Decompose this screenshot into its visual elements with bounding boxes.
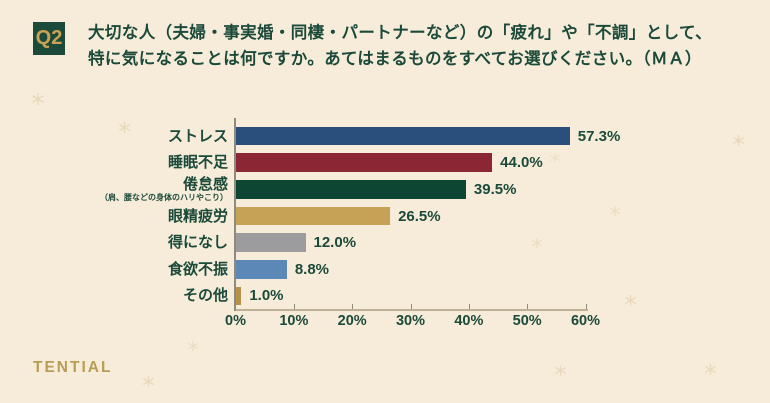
x-axis-tick <box>410 304 412 309</box>
value-label: 26.5% <box>398 207 441 225</box>
question-title: 大切な人（夫婦・事実婚・同棲・パートナーなど）の「疲れ」や「不調」として、 特に… <box>88 20 712 72</box>
x-axis-tick <box>293 304 296 309</box>
value-label: 39.5% <box>473 180 517 198</box>
category-label-text: ストレス <box>167 127 228 145</box>
y-axis-line <box>234 118 236 311</box>
category-label: ストレス <box>0 127 228 146</box>
value-label: 1.0% <box>249 287 284 305</box>
bar-5 <box>235 233 306 252</box>
sparkle-star-icon <box>624 293 636 307</box>
value-label: 12.0% <box>313 234 357 252</box>
category-label: 睡眠不足 <box>0 153 228 172</box>
category-label-text: 睡眠不足 <box>167 154 228 172</box>
bar-3 <box>235 180 466 199</box>
category-label-text: 食欲不振 <box>167 260 228 278</box>
sparkle-star-icon <box>610 203 620 217</box>
bar-7 <box>235 286 242 306</box>
question-badge: Q2 <box>33 22 65 55</box>
x-axis-tick-label: 0% <box>225 313 246 329</box>
category-label-text: 眼精疲労 <box>167 207 228 225</box>
category-label: 倦怠感 （肩、腰などの身体のハリやこり） <box>0 177 228 203</box>
brand-logo: TENTIAL <box>33 359 113 376</box>
category-label: その他 <box>0 287 228 306</box>
x-axis-tick <box>352 304 354 309</box>
bar-4 <box>235 206 391 226</box>
sparkle-star-icon <box>550 150 560 164</box>
bar-6 <box>235 260 287 279</box>
sparkle-star-icon <box>732 133 744 147</box>
x-axis-tick-label: 20% <box>337 313 367 329</box>
category-label-text: 得になし <box>167 234 228 252</box>
x-axis-tick-label: 30% <box>395 313 426 329</box>
x-axis-tick <box>468 304 471 309</box>
sparkle-star-icon <box>704 362 716 376</box>
value-label: 44.0% <box>500 154 543 172</box>
category-label-text: 倦怠感 <box>182 175 228 193</box>
value-label: 57.3% <box>577 127 621 145</box>
x-axis-tick <box>527 304 529 309</box>
x-axis-line <box>235 309 588 311</box>
sparkle-star-icon <box>142 374 154 388</box>
sparkle-star-icon <box>188 338 198 352</box>
category-label: 食欲不振 <box>0 260 228 279</box>
category-label: 得になし <box>0 233 228 252</box>
x-axis-tick-label: 10% <box>279 313 309 329</box>
x-axis-tick-label: 50% <box>512 313 542 329</box>
question-title-line2: 特に気になることは何ですか。あてはまるものをすべてお選びください。（ＭＡ） <box>88 50 702 68</box>
category-label: 眼精疲労 <box>0 207 228 226</box>
bar-1 <box>235 126 570 146</box>
value-label: 8.8% <box>294 260 330 278</box>
category-note: （肩、腰などの身体のハリやこり） <box>100 192 228 202</box>
bar-2 <box>235 153 493 173</box>
question-title-line1: 大切な人（夫婦・事実婚・同棲・パートナーなど）の「疲れ」や「不調」として、 <box>88 24 712 42</box>
sparkle-star-icon <box>32 92 44 106</box>
x-axis-tick-label: 60% <box>570 313 601 329</box>
x-axis-tick-label: 40% <box>454 313 484 329</box>
sparkle-star-icon <box>554 363 566 377</box>
x-axis-tick <box>585 304 587 309</box>
sparkle-star-icon <box>532 235 542 249</box>
category-label-text: その他 <box>182 287 228 305</box>
